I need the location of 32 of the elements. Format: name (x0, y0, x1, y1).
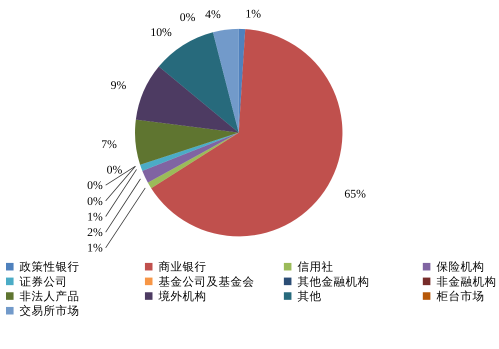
text: 0% (180, 10, 196, 24)
data-label: 7% (101, 138, 118, 151)
text: 0% (106, 163, 122, 176)
legend-label: 交易所市场 (20, 304, 80, 318)
legend-label: 保险机构 (436, 260, 484, 274)
data-label: 4% (205, 8, 222, 22)
pie-slice (151, 29, 342, 236)
data-label: 65% (344, 187, 366, 200)
legend-label: 商业银行 (158, 260, 207, 274)
text: 0% (87, 194, 103, 208)
pie-slice (135, 120, 239, 165)
data-label: 1% (245, 7, 262, 20)
legend-label: 非法人产品 (20, 288, 80, 303)
legend-label: 证券公司 (20, 275, 68, 288)
legend-label: 柜台市场 (435, 288, 484, 303)
data-label: 2% (87, 226, 103, 240)
text: 0% (87, 179, 103, 192)
legend-label: 境外机构 (158, 288, 207, 303)
legend-label: 基金公司及基金会 (158, 275, 255, 288)
pie-slice (238, 28, 246, 133)
legend-label: 非金融机构 (436, 275, 496, 288)
data-label: 1% (87, 210, 103, 224)
legend-label: 其他金融机构 (297, 275, 370, 288)
data-label: 9% (110, 79, 126, 92)
legend-label: 信用社 (297, 260, 334, 274)
data-label: 10% (150, 26, 172, 39)
data-label: 1% (87, 242, 103, 255)
pie-slice (140, 132, 239, 171)
legend-label: 其他 (297, 290, 322, 303)
pie-slice (212, 28, 239, 133)
pie-slice (136, 66, 239, 133)
legend-label: 政策性银行 (20, 260, 80, 274)
